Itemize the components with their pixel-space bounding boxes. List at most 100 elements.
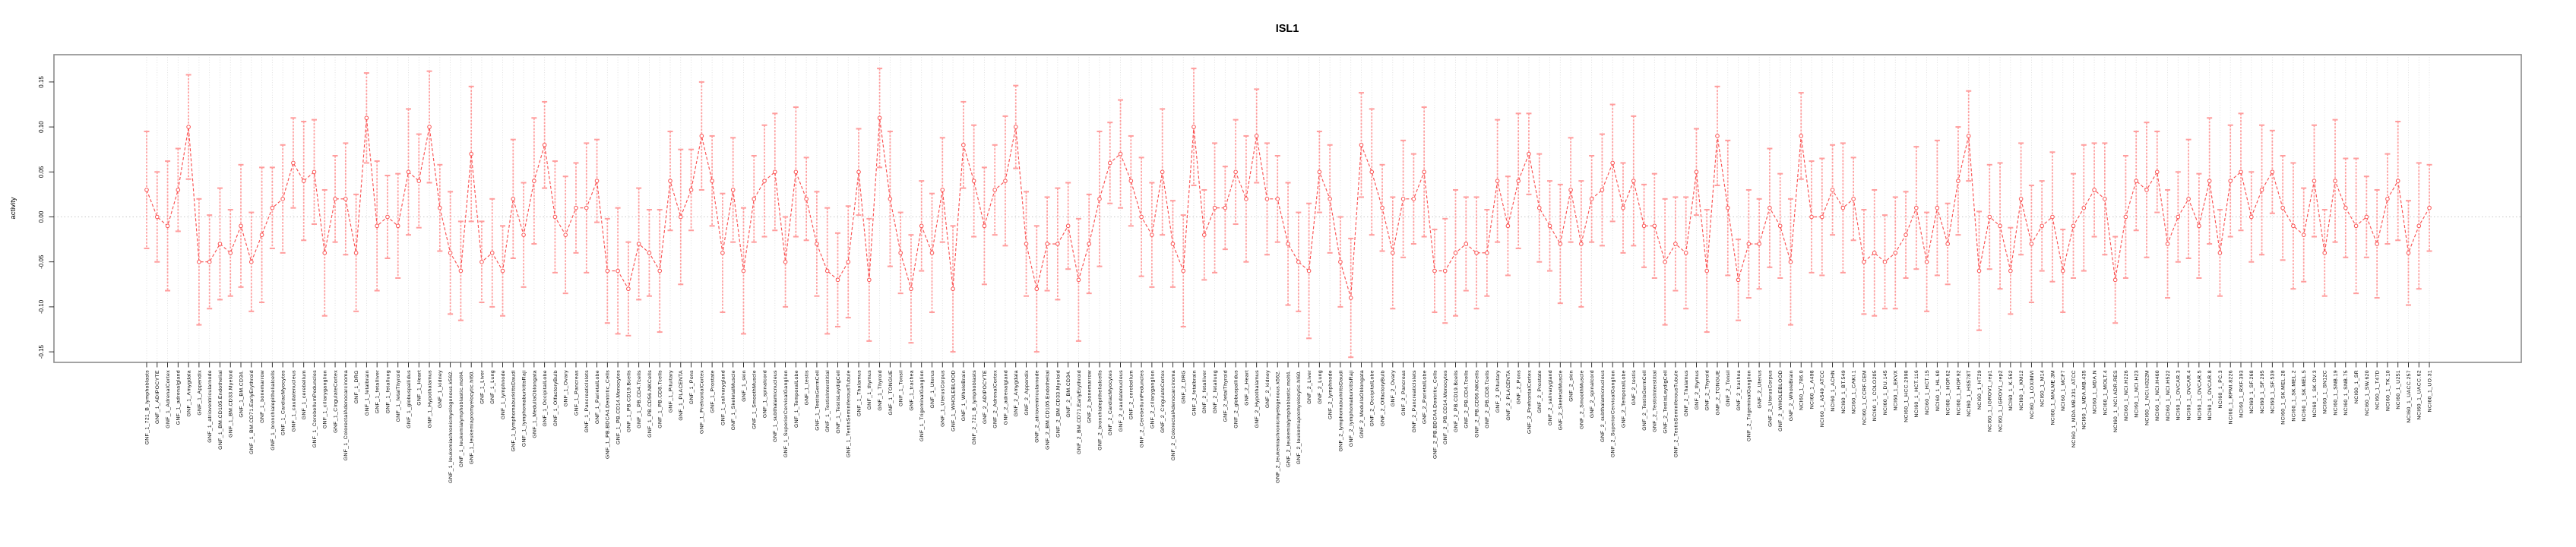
data-point	[291, 160, 296, 166]
x-tick-label: GNF_1_TestisLeydigCell	[836, 370, 841, 434]
x-tick-label: GNF_2_lymphomaburkittsDaudi	[1338, 370, 1343, 452]
data-point	[835, 277, 840, 283]
x-tick-label: GNF_2_spinalcord	[1590, 370, 1595, 418]
x-tick-label: GNF_1_MedullaOblongata	[532, 370, 537, 438]
data-point	[626, 286, 631, 292]
x-tick-label: GNF_1_721_B_lymphoblasts	[144, 370, 150, 445]
data-point	[542, 142, 547, 147]
data-point	[2071, 223, 2076, 229]
x-tick-label: GNF_2_WHOLEBLOOD	[1778, 370, 1783, 432]
x-tick-label: GNF_2_PrefrontalCortex	[1527, 370, 1532, 434]
x-tick-label: GNF_2_Pancreas	[1401, 370, 1407, 416]
x-tick-label: GNF_1_PLACENTA	[679, 370, 684, 421]
data-point	[489, 251, 495, 255]
data-point	[1610, 160, 1615, 166]
x-tick-label: NCI60_1_SK.MEL.28	[2281, 370, 2286, 425]
data-point	[773, 169, 777, 175]
data-point	[2291, 223, 2296, 229]
x-tick-label: NCI60_1_U251	[2396, 370, 2401, 409]
x-tick-label: GNF_2_TestisGermCell	[1642, 370, 1647, 431]
data-point	[1264, 197, 1270, 201]
x-tick-label: GNF_2_CardiacMyocytes	[1108, 370, 1113, 435]
data-point	[940, 188, 945, 192]
data-point	[909, 286, 913, 292]
data-point	[1956, 179, 1960, 183]
data-point	[239, 223, 243, 229]
x-tick-label: NCI60_1_NCI.ADR.RES	[2113, 370, 2119, 432]
plot-frame	[53, 54, 2522, 363]
x-tick-label: GNF_1_lymphomaburkittsRaji	[521, 370, 527, 447]
x-tick-label: GNF_1_fetalThyroid	[396, 370, 401, 422]
data-point	[1976, 268, 1982, 274]
x-tick-label: NCI60_1_OVCAR.4	[2187, 370, 2192, 420]
data-point	[2228, 179, 2233, 183]
data-point	[1139, 214, 1144, 220]
data-point	[647, 251, 652, 255]
x-tick-label: GNF_2_BM.CD105.Endothelial	[1045, 370, 1050, 450]
x-tick-label: NCI60_1_MOLT.4	[2103, 370, 2108, 416]
data-point	[406, 169, 411, 175]
data-point	[961, 142, 966, 147]
x-tick-label: GNF_2_BM.CD34.	[1066, 370, 1071, 418]
data-point	[783, 259, 788, 264]
data-point	[888, 197, 893, 201]
x-tick-label: GNF_1_trachea	[909, 370, 914, 411]
data-point	[1568, 188, 1573, 192]
x-tick-label: NCI60_1_CCRF.CEM	[1862, 370, 1867, 425]
data-point	[1170, 242, 1176, 246]
data-point	[2427, 205, 2432, 210]
x-tick-label: GNF_2_PB.CD14.Monocytes	[1443, 370, 1448, 444]
data-point	[1788, 259, 1793, 264]
x-tick-label: GNF_1_Heart	[417, 370, 422, 406]
data-point	[2050, 214, 2055, 220]
data-point	[1065, 223, 1071, 229]
x-tick-label: GNF_2_adrenalgland	[1003, 370, 1008, 425]
data-point	[270, 205, 275, 210]
x-tick-label: GNF_1_atrioventricularnode	[207, 370, 213, 443]
activity-series-line	[146, 118, 2430, 299]
x-tick-label: GNF_2_leukemialymphoblastic.molt4.	[1286, 370, 1291, 467]
x-tick-label: GNF_2_MedullaOblongata	[1359, 370, 1365, 438]
x-tick-label: NCI60_1_UACC.257	[2407, 370, 2412, 423]
plot-border	[53, 54, 2522, 363]
data-point	[259, 232, 264, 237]
x-tick-label: GNF_2_SkeletalMuscle	[1559, 370, 1564, 430]
data-point	[762, 179, 767, 183]
x-tick-label: NCI60_1_PC.3	[2218, 370, 2223, 409]
x-tick-label: GNF_2_Ovary	[1391, 370, 1396, 406]
data-point	[1474, 251, 1479, 255]
data-point	[1704, 268, 1710, 274]
data-point	[1904, 232, 1908, 237]
x-tick-label: NCI60_1_TK.10	[2385, 370, 2391, 411]
x-tick-label: NCI60_1_SF.539	[2271, 370, 2276, 413]
y-axis-ticks	[49, 81, 54, 353]
x-tick-label: GNF_1_fetalbrain	[365, 370, 370, 416]
data-point	[312, 169, 317, 175]
x-tick-label: NCI60_1_HS578T	[1967, 370, 1972, 416]
x-tick-label: NCI60_1_UO.31	[2427, 370, 2432, 412]
data-point	[741, 268, 746, 274]
data-points	[144, 115, 2432, 300]
x-tick-label: GNF_2_lymphomaburkittsRaji	[1349, 370, 1354, 447]
x-tick-label: NCI60_1_EKVX	[1894, 370, 1899, 411]
x-tick-label: GNF_2_ADIPOCYTE	[983, 370, 988, 424]
x-tick-label: GNF_1_OccipitalLobe	[543, 370, 548, 426]
data-point	[1013, 125, 1018, 129]
data-point	[2322, 251, 2328, 255]
x-tick-label: GNF_1_spinalcord	[762, 370, 767, 418]
data-point	[186, 125, 191, 129]
x-tick-label: GNF_1_BM.CD71.EarlyErythroid	[249, 370, 255, 454]
data-point	[1579, 242, 1584, 246]
data-point	[1840, 205, 1846, 210]
data-point	[2154, 169, 2160, 175]
data-point	[2040, 223, 2044, 229]
x-tick-label: GNF_1_kidney	[438, 370, 443, 408]
x-tick-label: GNF_2_cerebellum	[1129, 370, 1135, 419]
x-tick-label: NCI60_1_IGROV1_rep1	[1988, 370, 1993, 432]
data-point	[249, 259, 254, 264]
x-tick-label: GNF_1_TestisGermCell	[815, 370, 820, 431]
x-tick-label: NCI60_1_T47D	[2375, 370, 2381, 409]
x-tick-label: GNF_1_Thyroid	[878, 370, 883, 411]
x-tick-label: GNF_1_TemporalLobe	[794, 370, 799, 428]
data-point	[343, 197, 348, 201]
